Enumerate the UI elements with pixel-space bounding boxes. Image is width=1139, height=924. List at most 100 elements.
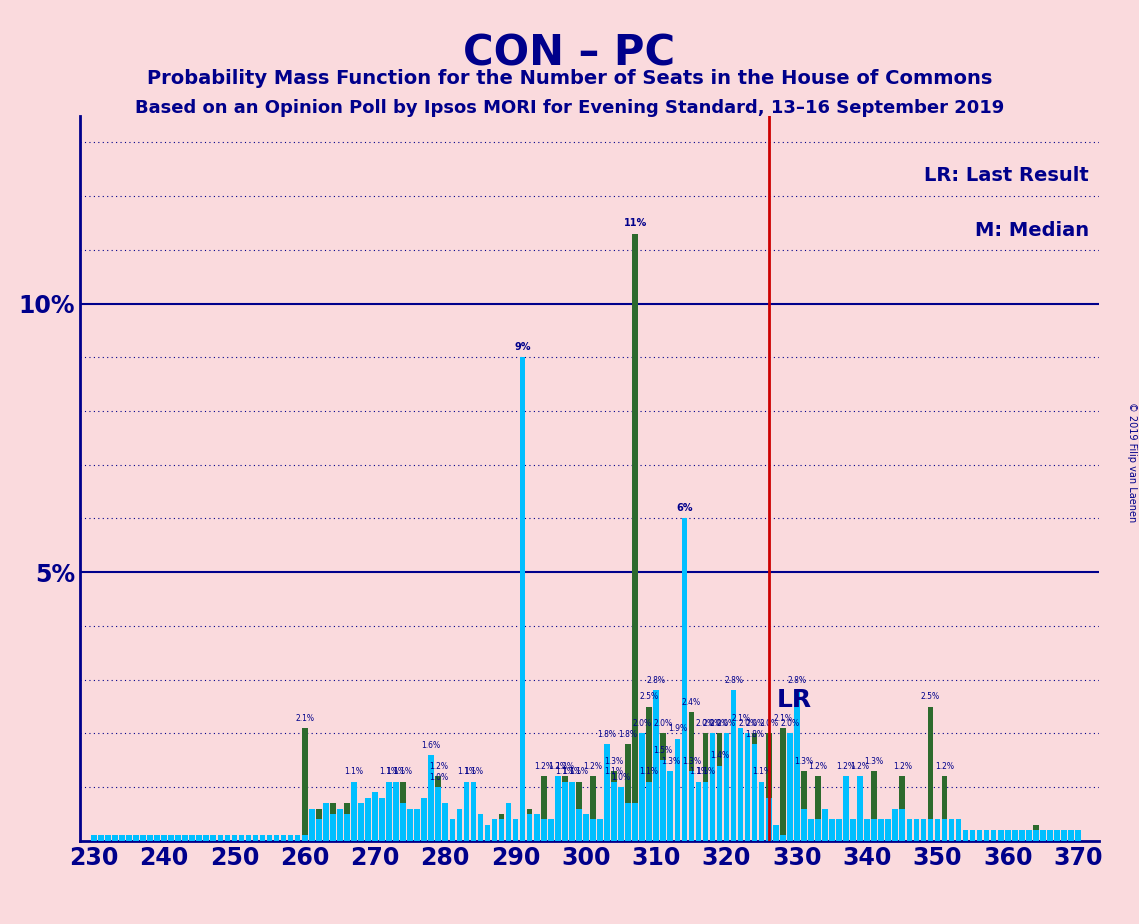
Bar — [316, 820, 321, 841]
Bar — [907, 820, 912, 841]
Bar — [780, 835, 786, 841]
Bar — [457, 808, 462, 841]
Bar — [625, 744, 631, 841]
Bar — [696, 782, 702, 841]
Bar — [499, 814, 505, 841]
Bar — [302, 835, 308, 841]
Text: Based on an Opinion Poll by Ipsos MORI for Evening Standard, 13–16 September 201: Based on an Opinion Poll by Ipsos MORI f… — [134, 99, 1005, 116]
Text: 2.5%: 2.5% — [640, 692, 658, 701]
Text: 1.1%: 1.1% — [752, 767, 771, 776]
Bar — [477, 814, 483, 841]
Text: CON – PC: CON – PC — [464, 32, 675, 74]
Bar — [506, 803, 511, 841]
Bar — [900, 808, 906, 841]
Bar — [689, 711, 694, 841]
Text: 2.0%: 2.0% — [696, 719, 715, 728]
Text: 1.1%: 1.1% — [394, 767, 412, 776]
Bar — [477, 814, 483, 841]
Bar — [330, 803, 336, 841]
Text: 1.1%: 1.1% — [464, 767, 483, 776]
Bar — [154, 835, 159, 841]
Text: 1.2%: 1.2% — [556, 762, 574, 771]
Bar — [689, 771, 694, 841]
Bar — [927, 707, 933, 841]
Text: LR: Last Result: LR: Last Result — [924, 166, 1089, 186]
Text: 1.3%: 1.3% — [605, 757, 623, 766]
Bar — [344, 814, 350, 841]
Bar — [991, 830, 997, 841]
Bar — [816, 820, 821, 841]
Bar — [969, 830, 975, 841]
Bar — [393, 782, 399, 841]
Bar — [773, 825, 779, 841]
Text: 2.8%: 2.8% — [787, 676, 806, 685]
Bar — [309, 808, 314, 841]
Bar — [555, 776, 560, 841]
Bar — [654, 690, 659, 841]
Bar — [1062, 830, 1067, 841]
Text: 2.0%: 2.0% — [710, 719, 729, 728]
Bar — [885, 820, 891, 841]
Bar — [133, 835, 139, 841]
Text: 1.0%: 1.0% — [428, 772, 448, 782]
Text: 1.2%: 1.2% — [836, 762, 855, 771]
Bar — [428, 755, 434, 841]
Bar — [211, 835, 216, 841]
Bar — [1019, 830, 1025, 841]
Bar — [302, 728, 308, 841]
Bar — [316, 808, 321, 841]
Bar — [731, 690, 737, 841]
Text: 1.3%: 1.3% — [661, 757, 680, 766]
Bar — [541, 776, 547, 841]
Bar — [604, 744, 609, 841]
Bar — [597, 820, 603, 841]
Bar — [337, 808, 343, 841]
Text: 2.0%: 2.0% — [738, 719, 757, 728]
Bar — [351, 782, 357, 841]
Bar — [442, 803, 448, 841]
Bar — [323, 803, 329, 841]
Text: 2.5%: 2.5% — [920, 692, 940, 701]
Bar — [358, 803, 363, 841]
Text: 1.8%: 1.8% — [745, 730, 764, 739]
Bar — [632, 803, 638, 841]
Bar — [661, 734, 666, 841]
Text: 2.1%: 2.1% — [773, 713, 793, 723]
Bar — [464, 782, 469, 841]
Bar — [224, 835, 230, 841]
Text: 1.1%: 1.1% — [640, 767, 658, 776]
Text: 1.1%: 1.1% — [457, 767, 476, 776]
Bar — [583, 814, 589, 841]
Bar — [927, 820, 933, 841]
Text: 6%: 6% — [677, 503, 693, 513]
Bar — [267, 835, 272, 841]
Bar — [1075, 830, 1081, 841]
Text: 1.2%: 1.2% — [851, 762, 869, 771]
Text: LR: LR — [777, 687, 812, 711]
Bar — [590, 776, 596, 841]
Bar — [140, 835, 146, 841]
Bar — [625, 803, 631, 841]
Bar — [1011, 830, 1017, 841]
Bar — [218, 835, 223, 841]
Bar — [871, 771, 877, 841]
Bar — [408, 808, 413, 841]
Bar — [562, 776, 567, 841]
Text: 1.1%: 1.1% — [386, 767, 405, 776]
Bar — [765, 734, 771, 841]
Bar — [612, 782, 617, 841]
Bar — [703, 782, 708, 841]
Bar — [421, 797, 427, 841]
Bar — [513, 820, 518, 841]
Bar — [358, 803, 363, 841]
Bar — [759, 782, 764, 841]
Text: 1.2%: 1.2% — [935, 762, 954, 771]
Bar — [464, 782, 469, 841]
Bar — [576, 808, 582, 841]
Bar — [231, 835, 237, 841]
Bar — [765, 797, 771, 841]
Bar — [435, 787, 441, 841]
Bar — [801, 808, 806, 841]
Text: 1.2%: 1.2% — [548, 762, 567, 771]
Bar — [752, 744, 757, 841]
